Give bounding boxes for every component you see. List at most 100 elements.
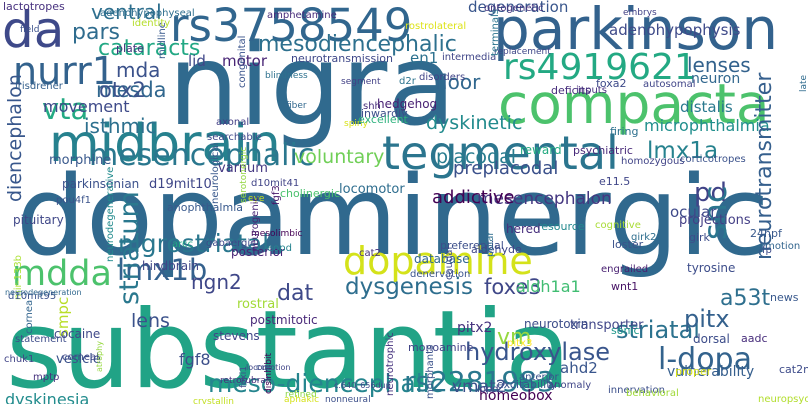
word-cloud-term: rostrolateral [405, 21, 467, 32]
word-cloud-term: mda [116, 58, 161, 82]
word-cloud-term: neurodegenerative [105, 166, 116, 262]
word-cloud-term: pd [694, 178, 728, 208]
word-cloud-term: behavioral [626, 388, 679, 399]
word-cloud-term: loster [612, 238, 644, 251]
word-cloud-term: chuk1 [4, 354, 35, 365]
word-cloud-term: autosomal [643, 79, 696, 90]
word-cloud-term: aadc [741, 332, 768, 345]
word-cloud-term: tegmental [382, 126, 619, 180]
word-cloud-term: embrys [623, 8, 657, 18]
word-cloud-term: dat [277, 281, 314, 306]
word-cloud-term: adenohypophyseal [100, 8, 195, 19]
word-cloud-term: preferential [440, 239, 504, 252]
word-cloud-term: neurodegeneration [5, 288, 82, 297]
word-cloud-term: varnum [218, 161, 268, 176]
word-cloud-term: dopamine [343, 239, 533, 283]
word-cloud-term: posterior [231, 245, 285, 259]
word-cloud-term: fgf3 [271, 185, 282, 205]
word-cloud-term: rs3758549 [170, 0, 413, 52]
word-cloud-term: emotion [759, 241, 801, 252]
word-cloud-term: pitx3 [507, 338, 533, 349]
word-cloud-term: vm [497, 325, 532, 350]
word-cloud-term: stevens [213, 329, 260, 343]
word-cloud-term: homozygous [621, 156, 685, 167]
word-cloud-term: anterior [519, 372, 559, 383]
word-cloud-term: postmitotic [250, 313, 318, 327]
word-cloud-term: mdda [12, 254, 112, 294]
word-cloud-term: innervation [608, 385, 665, 396]
word-cloud-term: replacement [494, 47, 551, 57]
word-cloud-term: pituitary [13, 213, 64, 227]
word-cloud-term: neuron [691, 71, 741, 87]
word-cloud-term: aldehyde [471, 243, 522, 256]
word-cloud-term: crystallin [193, 397, 234, 404]
word-cloud-term: refined [285, 390, 317, 400]
word-cloud-term: ontogenetic [484, 3, 544, 14]
word-cloud-term: compacta [498, 72, 770, 136]
word-cloud-term: addictive [432, 187, 515, 208]
word-cloud-term: neurological [210, 142, 221, 204]
word-cloud-term: congenital [237, 35, 248, 88]
word-cloud-term: preplacodal [453, 158, 559, 179]
word-cloud-term: arcc [172, 239, 194, 250]
word-cloud-term: nurr1 [13, 49, 116, 93]
word-cloud-term: cat2 [359, 248, 381, 259]
word-cloud-term: d10mit95 [8, 291, 57, 302]
word-cloud-term: caudal [444, 246, 455, 280]
word-cloud-term: vulnerability [667, 364, 755, 380]
word-cloud-term: searchable [207, 132, 262, 143]
word-cloud-term: striatal [616, 316, 700, 344]
word-cloud-term: anophthalmia [167, 201, 243, 214]
word-cloud-term: statement [15, 334, 67, 345]
word-cloud-term: dyskinetic [426, 112, 523, 134]
word-cloud-term: disorders [419, 72, 466, 83]
word-cloud-term: homeobox [479, 388, 553, 404]
word-cloud-term: placodal [436, 146, 517, 168]
word-cloud-term: field [20, 25, 40, 35]
word-cloud-term: terminals [490, 9, 501, 56]
word-cloud-term: nonneural [325, 395, 371, 404]
word-cloud-term: pitx2 [457, 320, 493, 336]
word-cloud-term: deficits [551, 84, 591, 97]
word-cloud-term: nigrostriatal [118, 229, 270, 258]
word-cloud-term: substantia [6, 288, 572, 404]
word-cloud-term: rostral [237, 297, 279, 312]
word-cloud-term: a53t [720, 286, 771, 311]
word-cloud-term: engrailed [601, 264, 649, 275]
word-cloud-term: lmx1b [117, 253, 208, 287]
word-cloud-term: cup [256, 363, 273, 373]
word-cloud-term: girk [689, 231, 710, 244]
word-cloud-term: locomotor [339, 182, 405, 197]
word-cloud-term: microphthalmia [644, 116, 770, 135]
word-cloud-term: c.640_656dup [334, 381, 391, 390]
word-cloud-term: hydroxylase [465, 338, 610, 366]
word-cloud-term: wnt1 [611, 280, 639, 293]
word-cloud-term: late [799, 74, 808, 92]
word-cloud-term: girk2 [631, 232, 657, 243]
word-cloud-term: anomaly [548, 380, 592, 391]
word-cloud-term: otx2 [99, 78, 146, 102]
word-cloud-term: foxa2 [596, 77, 627, 90]
word-cloud-term: nigra [168, 21, 456, 151]
word-cloud-term: eye [248, 194, 265, 204]
word-cloud-term: 24hpf [750, 227, 782, 240]
word-cloud-term: reward [520, 143, 562, 157]
word-cloud-term: axonal [216, 117, 250, 128]
word-cloud-term: database [414, 252, 470, 266]
word-cloud-term: morphants [425, 344, 436, 399]
word-cloud-term: voluntary [294, 146, 385, 168]
word-cloud-term: serotonergic [239, 146, 249, 203]
word-cloud-term: mesodiencephalic [258, 32, 457, 57]
word-cloud-term: dyskinesia [5, 390, 90, 404]
word-cloud-term: shh [363, 101, 381, 112]
word-cloud-term: excellent [358, 113, 408, 126]
word-cloud-term: firing [610, 125, 639, 138]
word-cloud-term: hindbrain [142, 259, 200, 273]
word-cloud-term: neuropsychiatric [758, 394, 808, 404]
word-cloud-term: motor [222, 52, 268, 70]
word-cloud-term: news [770, 291, 799, 304]
word-cloud-term: dorsal [693, 332, 730, 346]
word-cloud-term: plate [116, 42, 144, 55]
word-cloud-term: hered [506, 222, 541, 236]
